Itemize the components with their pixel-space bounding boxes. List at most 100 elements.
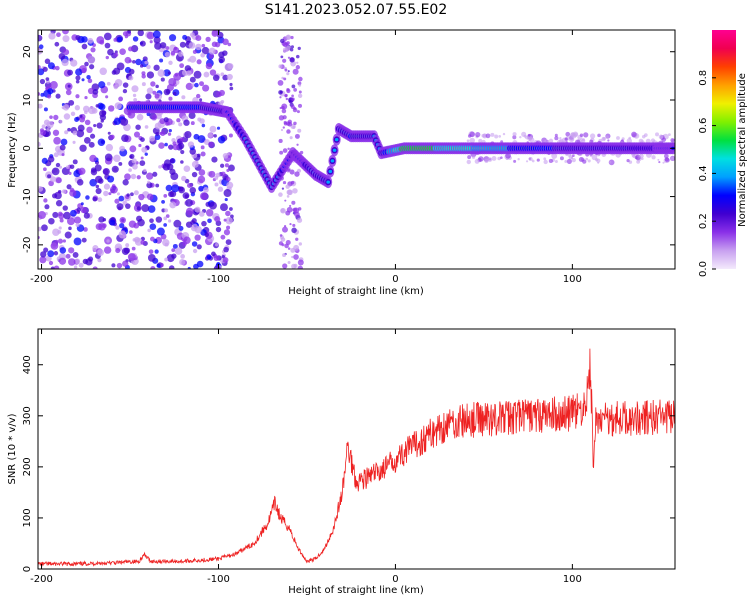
colorbar-tick-label: 0.0 xyxy=(698,261,709,277)
spectrogram-speckle xyxy=(103,183,111,190)
spectrogram-speckle xyxy=(201,220,207,227)
spectrogram-speckle xyxy=(281,187,285,190)
spectrogram-speckle xyxy=(287,168,291,172)
spectrogram-speckle xyxy=(491,156,497,161)
spectrogram-speckle xyxy=(290,104,295,109)
spectrogram-speckle xyxy=(500,156,503,159)
spectrogram-speckle xyxy=(293,88,297,92)
spectrogram-speckle xyxy=(44,204,50,210)
spectrogram-speckle xyxy=(164,51,171,58)
spectrogram-speckle xyxy=(120,118,129,126)
spectrogram-speckle xyxy=(89,154,97,163)
spectrogram-speckle xyxy=(295,54,300,59)
spectrogram-speckle xyxy=(115,225,120,230)
spectrogram-speckle xyxy=(279,234,283,237)
spectrogram-speckle xyxy=(129,153,135,159)
spectrogram-speckle xyxy=(163,223,167,227)
spectrogram-speckle xyxy=(143,168,147,173)
spectrogram-speckle xyxy=(95,184,100,189)
spectrogram-speckle xyxy=(74,105,81,111)
spectrogram-speckle xyxy=(43,198,48,203)
spectrogram-speckle xyxy=(487,157,493,162)
spectrogram-speckle xyxy=(199,81,205,87)
spectrogram-speckle xyxy=(285,35,291,40)
spectrogram-speckle xyxy=(631,153,636,158)
spectrogram-speckle xyxy=(82,258,89,265)
spectrogram-speckle xyxy=(471,155,476,159)
spectrogram-speckle xyxy=(226,225,231,230)
spectrogram-speckle xyxy=(170,172,179,181)
spectrogram-speckle xyxy=(53,136,61,145)
spectrogram-speckle xyxy=(97,249,104,257)
spectrogram-speckle xyxy=(136,175,141,180)
spectrogram-speckle xyxy=(74,117,80,123)
spectrogram-speckle xyxy=(165,184,173,192)
spectrogram-speckle xyxy=(184,65,192,72)
spectrogram-speckle xyxy=(62,189,67,194)
y-tick-label: 0 xyxy=(22,145,33,151)
spectrogram-speckle xyxy=(283,77,287,81)
spectrogram-speckle xyxy=(72,130,78,136)
spectrogram-speckle xyxy=(103,246,112,254)
spectrogram-speckle xyxy=(296,61,299,64)
spectrogram-speckle xyxy=(115,248,121,254)
spectrogram-speckle xyxy=(88,141,95,148)
spectrogram-ridge-core xyxy=(326,180,330,184)
spectrogram-image xyxy=(38,30,675,269)
spectrogram-speckle xyxy=(293,254,299,260)
spectrogram-speckle xyxy=(52,129,60,136)
spectrogram-speckle xyxy=(147,228,151,233)
spectrogram-speckle xyxy=(149,40,153,44)
spectrogram-speckle xyxy=(512,132,517,137)
spectrogram-speckle xyxy=(139,40,146,47)
spectrogram-speckle xyxy=(156,227,165,236)
spectrogram-speckle xyxy=(282,42,288,48)
spectrogram-speckle xyxy=(101,110,107,116)
spectrogram-speckle xyxy=(282,263,288,269)
spectrogram-speckle xyxy=(282,47,288,53)
spectrogram-speckle xyxy=(149,218,154,224)
spectrogram-ridge-core xyxy=(328,169,333,174)
spectrogram-ridge-core xyxy=(334,138,339,142)
spectrogram-speckle xyxy=(149,135,156,142)
spectrogram-speckle xyxy=(91,107,98,114)
x-tick-label: -100 xyxy=(207,274,230,285)
spectrogram-speckle xyxy=(81,43,88,50)
spectrogram-speckle xyxy=(144,60,149,65)
spectrogram-speckle xyxy=(68,171,72,175)
spectrogram-speckle xyxy=(85,195,90,200)
spectrogram-speckle xyxy=(217,136,226,144)
spectrogram-speckle xyxy=(153,36,161,44)
spectrogram-speckle xyxy=(202,187,209,193)
spectrogram-speckle xyxy=(484,158,489,164)
spectrogram-speckle xyxy=(95,223,103,231)
spectrogram-speckle xyxy=(163,88,171,96)
spectrogram-speckle xyxy=(84,119,91,126)
spectrogram-speckle xyxy=(180,149,185,155)
spectrogram-speckle xyxy=(166,254,175,263)
spectrogram-speckle xyxy=(223,218,227,222)
spectrogram-speckle xyxy=(103,190,109,197)
spectrogram-speckle xyxy=(130,192,134,197)
spectrogram-speckle xyxy=(87,56,96,64)
spectrogram-speckle xyxy=(200,52,205,58)
spectrogram-speckle xyxy=(102,168,110,176)
spectrogram-speckle xyxy=(164,208,169,213)
spectrogram-speckle xyxy=(122,179,129,186)
spectrogram-speckle xyxy=(187,266,191,269)
spectrogram-speckle xyxy=(127,252,136,261)
spectrogram-speckle xyxy=(68,258,76,266)
spectrogram-speckle xyxy=(299,150,304,155)
spectrogram-speckle xyxy=(228,133,233,138)
spectrogram-speckle xyxy=(225,210,231,217)
spectrogram-speckle xyxy=(62,205,68,211)
spectrogram-speckle xyxy=(295,65,301,70)
spectrogram-speckle xyxy=(84,61,89,67)
spectrogram-speckle xyxy=(132,163,138,170)
spectrogram-speckle xyxy=(168,191,174,198)
spectrogram-speckle xyxy=(616,136,620,140)
spectrogram-speckle xyxy=(79,116,86,123)
spectrogram-speckle xyxy=(287,247,291,250)
spectrogram-speckle xyxy=(57,238,63,244)
